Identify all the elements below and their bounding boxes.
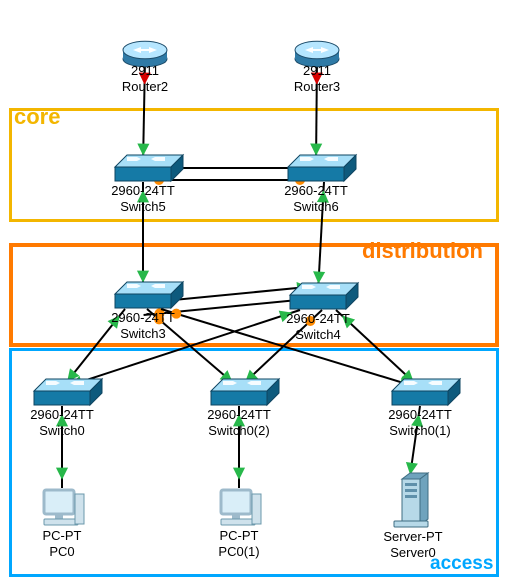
device-label: 2960-24TTSwitch0(1) (365, 407, 475, 438)
device-label: 2960-24TTSwitch3 (88, 310, 198, 341)
device-label: 2960-24TTSwitch5 (88, 183, 198, 214)
distribution-layer-label: distribution (362, 238, 483, 264)
device-label: 2960-24TTSwitch4 (263, 311, 373, 342)
devices-layer (0, 0, 511, 583)
device-label: PC-PTPC0 (7, 528, 117, 559)
device-label: PC-PTPC0(1) (184, 528, 294, 559)
core-layer-label: core (14, 104, 60, 130)
access-layer-label: access (430, 553, 493, 575)
device-label: 2960-24TTSwitch0 (7, 407, 117, 438)
device-label: 2911Router2 (90, 63, 200, 94)
device-label: 2960-24TTSwitch0(2) (184, 407, 294, 438)
device-label: 2911Router3 (262, 63, 372, 94)
diagram-stage: 2911Router2 2911Router3 2960-24TTSwitch5 29… (0, 0, 511, 583)
device-label: 2960-24TTSwitch6 (261, 183, 371, 214)
